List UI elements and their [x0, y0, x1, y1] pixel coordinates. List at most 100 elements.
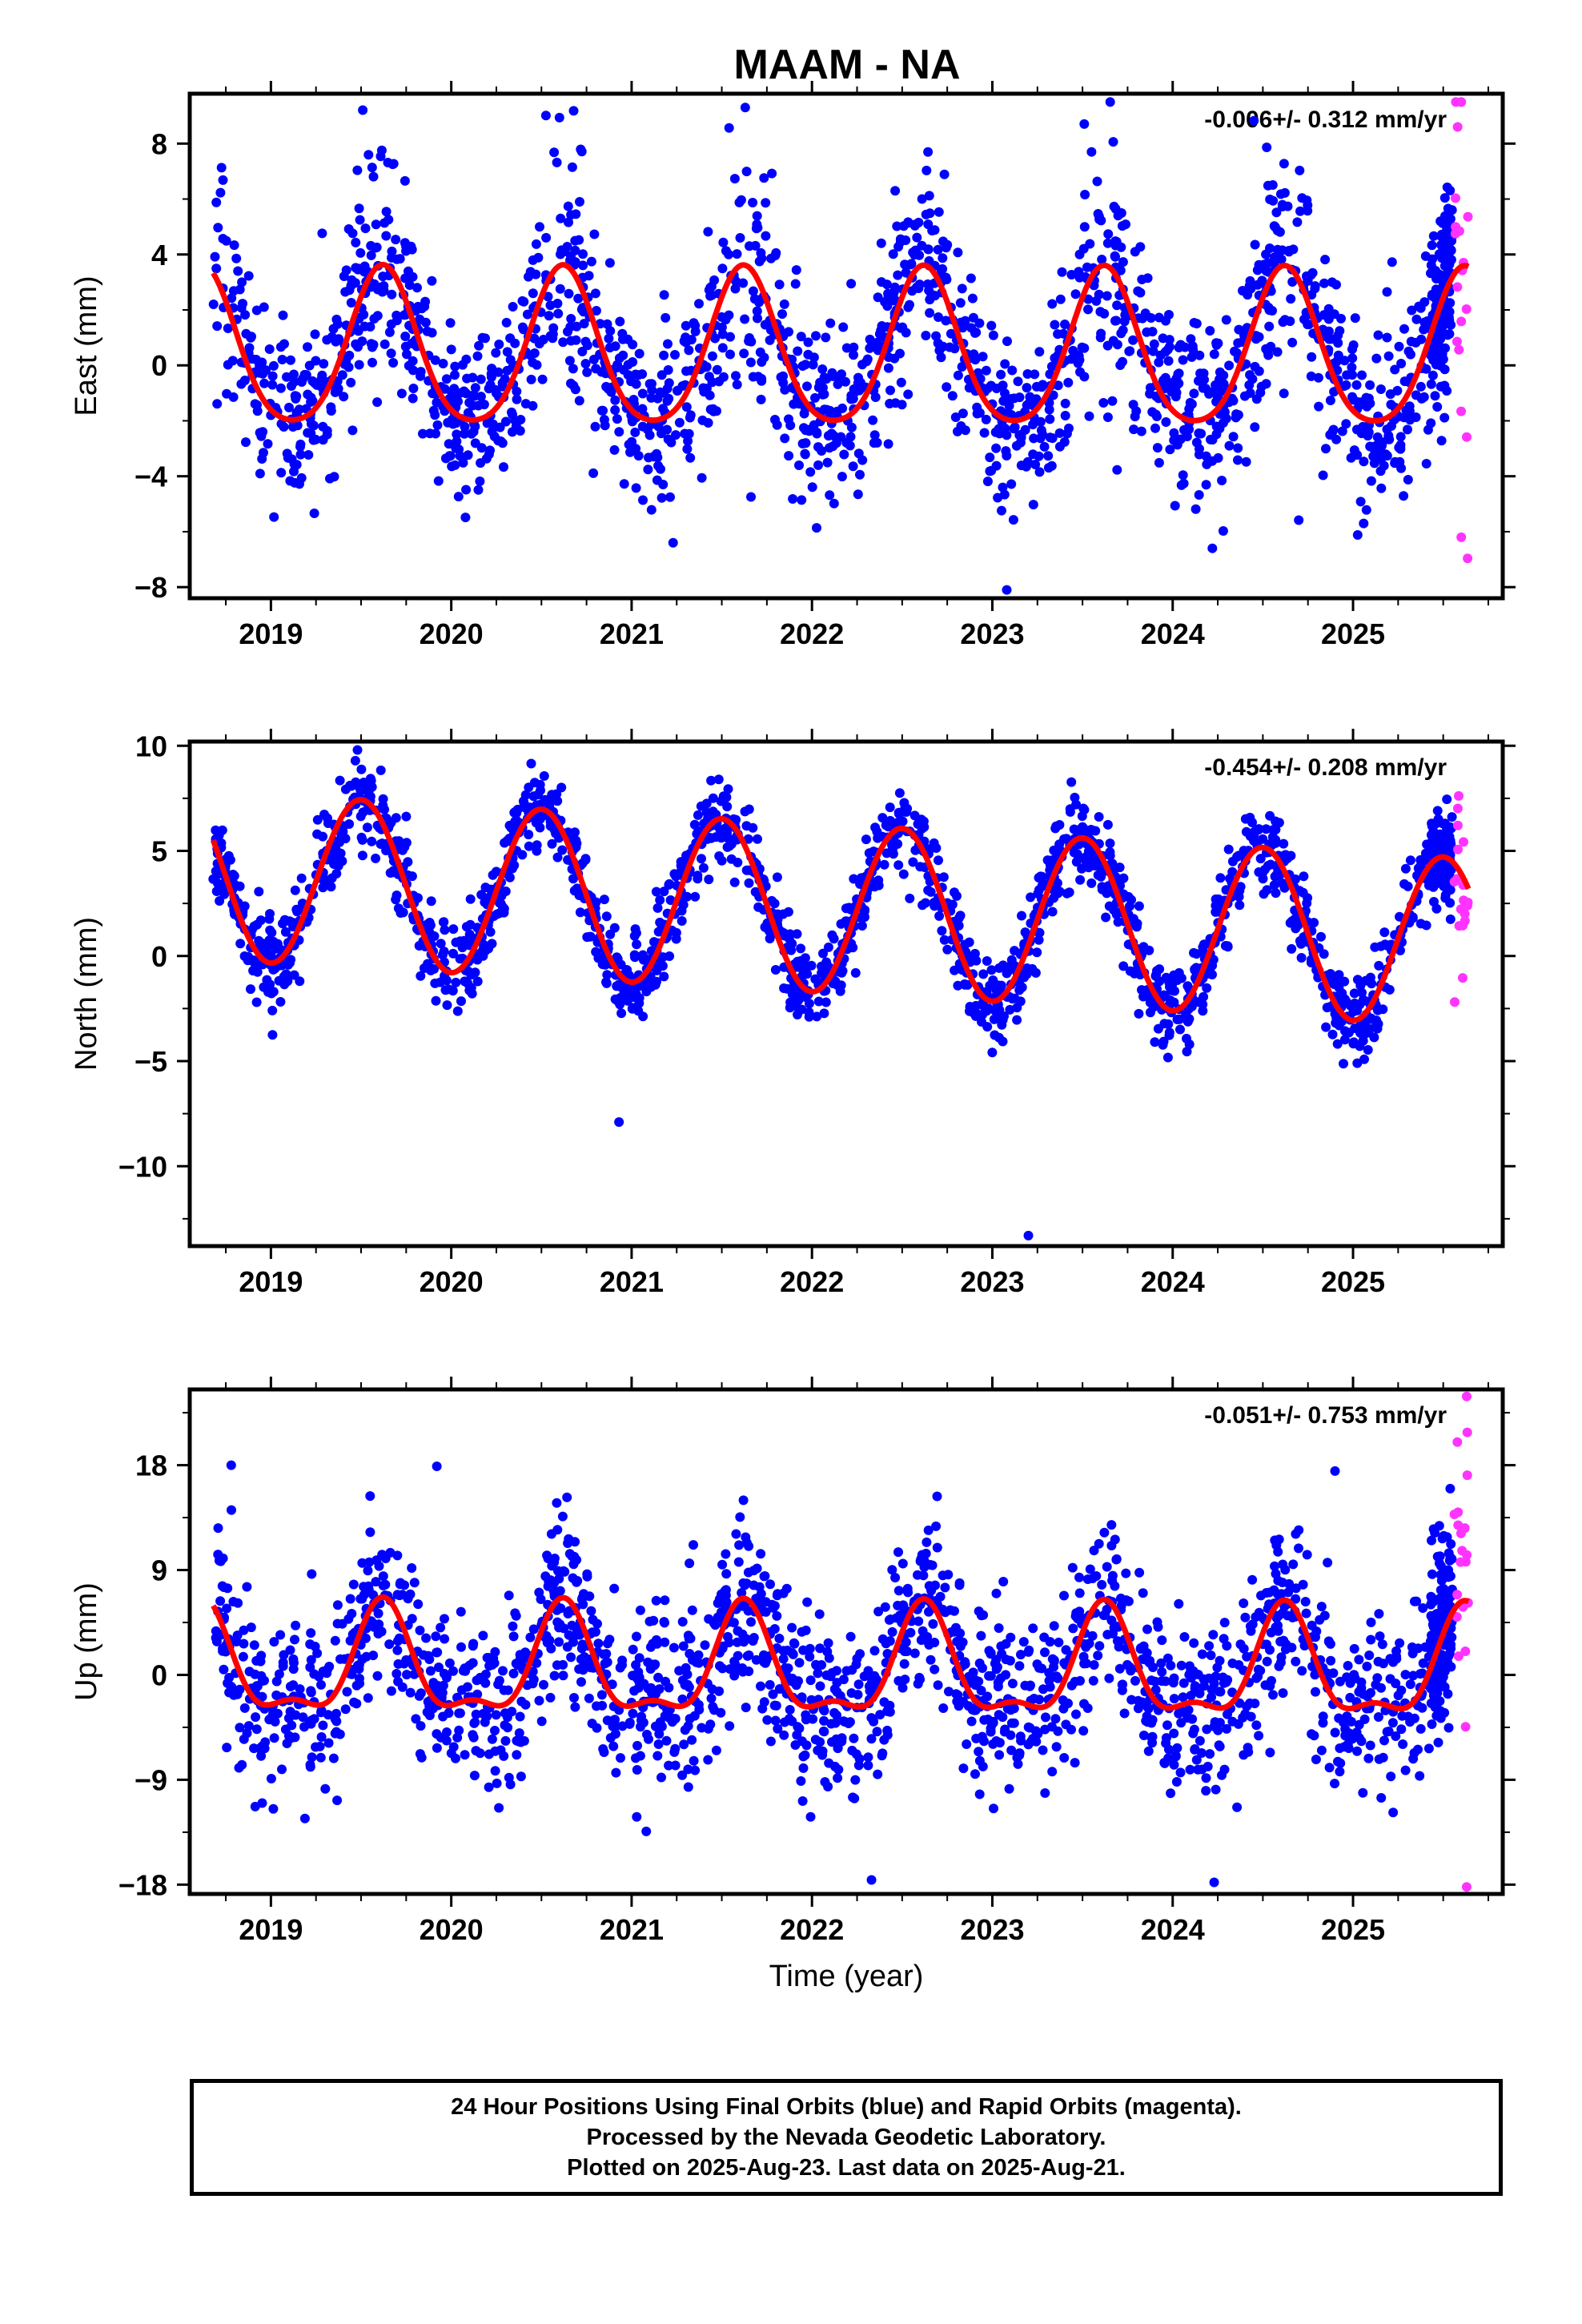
final-orbit-point — [1165, 444, 1175, 455]
final-orbit-point — [1078, 243, 1089, 254]
final-orbit-point — [1279, 388, 1289, 399]
final-orbit-point — [694, 299, 704, 309]
final-orbit-point — [1429, 897, 1439, 907]
final-orbit-point — [1265, 195, 1275, 204]
final-orbit-point — [243, 271, 254, 281]
final-orbit-point — [1044, 404, 1054, 415]
final-orbit-point — [707, 351, 717, 361]
final-orbit-point — [748, 372, 758, 382]
final-orbit-point — [953, 370, 963, 380]
final-orbit-point — [1094, 211, 1104, 222]
final-orbit-point — [853, 448, 864, 459]
final-orbit-point — [557, 845, 568, 855]
final-orbit-point — [1287, 943, 1297, 954]
final-orbit-point — [1350, 313, 1360, 324]
final-orbit-point — [1426, 418, 1436, 428]
final-orbit-point — [311, 356, 321, 366]
final-orbit-point — [1383, 351, 1394, 361]
final-orbit-point — [1152, 443, 1162, 453]
final-orbit-point — [945, 342, 955, 352]
final-orbit-point — [1233, 455, 1243, 465]
final-orbit-point — [837, 472, 847, 482]
final-orbit-point — [1133, 286, 1143, 296]
final-orbit-point — [634, 998, 644, 1008]
final-orbit-point — [752, 211, 762, 221]
final-orbit-point — [982, 476, 993, 487]
final-orbit-point — [1352, 1058, 1363, 1068]
final-orbit-point — [888, 249, 898, 259]
final-orbit-point — [1324, 1763, 1335, 1773]
final-orbit-point — [647, 385, 657, 396]
final-orbit-point — [1020, 424, 1030, 435]
final-orbit-point — [1034, 935, 1044, 945]
final-orbit-point — [1382, 451, 1392, 461]
final-orbit-point — [703, 227, 713, 237]
final-orbit-point — [846, 422, 857, 432]
final-orbit-point — [264, 344, 275, 354]
final-orbit-point — [215, 896, 225, 906]
final-orbit-point — [773, 1723, 783, 1734]
final-orbit-point — [289, 376, 299, 387]
final-orbit-point — [1154, 457, 1164, 468]
final-orbit-point — [535, 222, 544, 232]
final-orbit-point — [1165, 995, 1175, 1006]
final-orbit-point — [469, 1771, 480, 1781]
outlier-point — [352, 745, 363, 755]
final-orbit-point — [632, 939, 642, 950]
final-orbit-point — [1405, 349, 1415, 360]
final-orbit-point — [1264, 305, 1275, 316]
final-orbit-point — [1028, 500, 1038, 510]
final-orbit-point — [1347, 362, 1357, 372]
final-orbit-point — [1439, 412, 1450, 423]
final-orbit-point — [803, 349, 813, 360]
final-orbit-point — [267, 380, 278, 390]
final-orbit-point — [627, 1003, 637, 1014]
y-tick-label: −4 — [135, 460, 167, 493]
final-orbit-point — [857, 921, 867, 931]
final-orbit-point — [283, 452, 293, 463]
final-orbit-point — [753, 223, 763, 233]
final-orbit-point — [1178, 470, 1188, 480]
final-orbit-point — [1427, 370, 1438, 380]
final-orbit-point — [738, 278, 749, 288]
final-orbit-point — [761, 231, 771, 241]
final-orbit-point — [759, 173, 769, 183]
final-orbit-point — [367, 163, 377, 173]
final-orbit-point — [422, 326, 432, 336]
final-orbit-point — [950, 887, 959, 898]
final-orbit-point — [765, 1579, 775, 1590]
final-orbit-point — [356, 764, 367, 774]
final-orbit-point — [254, 887, 264, 897]
final-orbit-point — [470, 421, 480, 432]
final-orbit-point — [837, 403, 848, 413]
final-orbit-point — [475, 476, 485, 486]
final-orbit-point — [264, 935, 275, 946]
rapid-orbit-point — [1458, 973, 1468, 983]
final-orbit-point — [677, 916, 687, 926]
final-orbit-point — [767, 168, 777, 179]
data-points — [208, 97, 1473, 595]
final-orbit-point — [541, 232, 552, 243]
final-orbit-point — [964, 383, 974, 393]
final-orbit-point — [873, 1606, 884, 1617]
final-orbit-point — [701, 798, 712, 809]
final-orbit-point — [591, 897, 601, 907]
final-orbit-point — [637, 421, 648, 432]
final-orbit-point — [1263, 350, 1274, 360]
outlier-point — [1456, 532, 1467, 542]
final-orbit-point — [1263, 258, 1273, 268]
final-orbit-point — [1046, 460, 1057, 471]
final-orbit-point — [617, 1721, 628, 1731]
final-orbit-point — [1070, 289, 1081, 300]
final-orbit-point — [957, 283, 967, 294]
final-orbit-point — [1169, 428, 1179, 438]
final-orbit-point — [950, 965, 960, 975]
data-points — [208, 745, 1473, 1240]
final-orbit-point — [987, 1047, 998, 1058]
final-orbit-point — [489, 432, 500, 441]
final-orbit-point — [255, 360, 265, 371]
final-orbit-point — [610, 1729, 620, 1739]
final-orbit-point — [492, 909, 502, 919]
final-orbit-point — [978, 1000, 989, 1011]
final-orbit-point — [717, 329, 728, 340]
